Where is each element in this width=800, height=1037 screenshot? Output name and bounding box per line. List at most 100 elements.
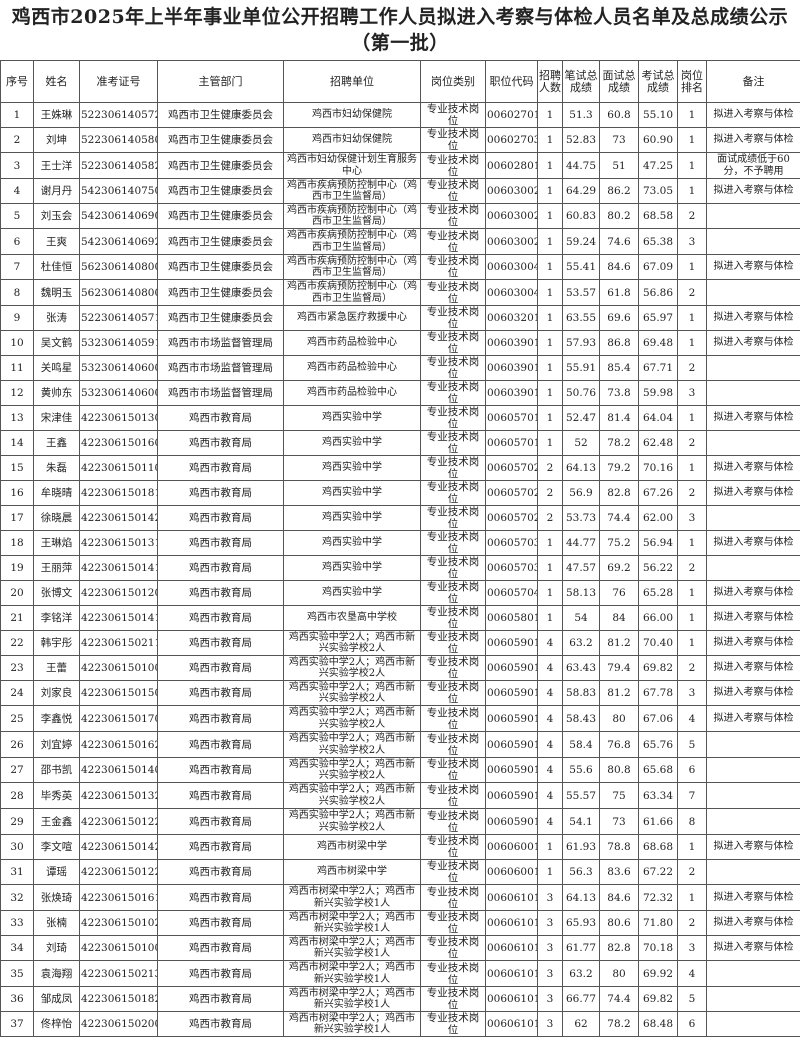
cell-employer: 鸡西实验中学2人；鸡西市新兴实验学校2人 bbox=[284, 732, 421, 758]
cell-rank: 2 bbox=[678, 656, 707, 681]
cell-quota: 1 bbox=[538, 606, 563, 631]
cell-interview: 73 bbox=[600, 128, 639, 153]
cell-written: 55.41 bbox=[563, 255, 600, 280]
cell-index: 31 bbox=[1, 860, 34, 885]
cell-rank: 1 bbox=[678, 581, 707, 606]
cell-post-type: 专业技术岗位 bbox=[421, 103, 486, 128]
header-employer: 招聘单位 bbox=[284, 61, 421, 103]
cell-rank: 1 bbox=[678, 631, 707, 656]
cell-rank: 8 bbox=[678, 809, 707, 835]
cell-employer: 鸡西市妇幼保健院 bbox=[284, 128, 421, 153]
cell-quota: 4 bbox=[538, 706, 563, 732]
cell-department: 鸡西市教育局 bbox=[158, 481, 284, 506]
cell-post-code: 00605704 bbox=[486, 581, 538, 606]
cell-exam-id: 4223061501303 bbox=[80, 406, 158, 431]
cell-employer: 鸡西实验中学2人；鸡西市新兴实验学校2人 bbox=[284, 681, 421, 706]
table-row: 7杜佳恒5623061408008鸡西市卫生健康委员会鸡西市疾病预防控制中心（鸡… bbox=[1, 255, 800, 280]
cell-written: 58.13 bbox=[563, 581, 600, 606]
cell-name: 刘宜婷 bbox=[34, 732, 80, 758]
cell-quota: 1 bbox=[538, 406, 563, 431]
cell-post-code: 00605901 bbox=[486, 706, 538, 732]
cell-post-code: 00605901 bbox=[486, 809, 538, 835]
cell-post-code: 00605702 bbox=[486, 481, 538, 506]
cell-interview: 80.6 bbox=[600, 911, 639, 936]
cell-exam-id: 4223061501222 bbox=[80, 860, 158, 885]
cell-total: 62.00 bbox=[639, 506, 678, 531]
cell-quota: 1 bbox=[538, 431, 563, 456]
cell-name: 袁海翔 bbox=[34, 961, 80, 987]
cell-total: 65.97 bbox=[639, 306, 678, 331]
cell-total: 68.58 bbox=[639, 204, 678, 229]
cell-exam-id: 4223061502008 bbox=[80, 1012, 158, 1037]
cell-name: 杜佳恒 bbox=[34, 255, 80, 280]
cell-rank: 2 bbox=[678, 431, 707, 456]
cell-index: 17 bbox=[1, 506, 34, 531]
cell-total: 67.26 bbox=[639, 481, 678, 506]
cell-post-code: 00603002 bbox=[486, 204, 538, 229]
cell-total: 65.28 bbox=[639, 581, 678, 606]
cell-written: 63.2 bbox=[563, 631, 600, 656]
header-total: 考试总成绩 bbox=[639, 61, 678, 103]
cell-interview: 61.8 bbox=[600, 280, 639, 306]
cell-total: 71.80 bbox=[639, 911, 678, 936]
cell-exam-id: 4223061502130 bbox=[80, 961, 158, 987]
cell-index: 21 bbox=[1, 606, 34, 631]
cell-exam-id: 4223061501203 bbox=[80, 581, 158, 606]
cell-index: 6 bbox=[1, 229, 34, 255]
cell-index: 7 bbox=[1, 255, 34, 280]
cell-quota: 2 bbox=[538, 506, 563, 531]
cell-total: 67.78 bbox=[639, 681, 678, 706]
cell-quota: 1 bbox=[538, 835, 563, 860]
table-row: 28毕秀英4223061501325鸡西市教育局鸡西实验中学2人；鸡西市新兴实验… bbox=[1, 783, 800, 809]
cell-interview: 75.2 bbox=[600, 531, 639, 556]
cell-department: 鸡西市教育局 bbox=[158, 835, 284, 860]
cell-index: 18 bbox=[1, 531, 34, 556]
cell-name: 宋津佳 bbox=[34, 406, 80, 431]
cell-quota: 2 bbox=[538, 481, 563, 506]
cell-quota: 2 bbox=[538, 456, 563, 481]
cell-name: 邹成凤 bbox=[34, 987, 80, 1012]
cell-post-code: 00602701 bbox=[486, 103, 538, 128]
cell-remark: 拟进入考察与体检 bbox=[707, 128, 800, 153]
cell-remark: 面试成绩低于60分，不予聘用 bbox=[707, 153, 800, 179]
cell-rank: 4 bbox=[678, 961, 707, 987]
cell-written: 61.93 bbox=[563, 835, 600, 860]
cell-written: 58.83 bbox=[563, 681, 600, 706]
cell-post-type: 专业技术岗位 bbox=[421, 229, 486, 255]
cell-employer: 鸡西市药品检验中心 bbox=[284, 381, 421, 406]
cell-name: 张涛 bbox=[34, 306, 80, 331]
table-row: 12黄帅东5323061406004鸡西市市场监督管理局鸡西市药品检验中心专业技… bbox=[1, 381, 800, 406]
cell-post-code: 00605901 bbox=[486, 783, 538, 809]
cell-post-code: 00603002 bbox=[486, 229, 538, 255]
cell-post-type: 专业技术岗位 bbox=[421, 556, 486, 581]
cell-post-code: 00603901 bbox=[486, 331, 538, 356]
cell-employer: 鸡西市紧急医疗救援中心 bbox=[284, 306, 421, 331]
table-row: 9张涛5223061405717鸡西市卫生健康委员会鸡西市紧急医疗救援中心专业技… bbox=[1, 306, 800, 331]
table-row: 1王姝琳5223061405725鸡西市卫生健康委员会鸡西市妇幼保健院专业技术岗… bbox=[1, 103, 800, 128]
cell-remark bbox=[707, 961, 800, 987]
cell-post-type: 专业技术岗位 bbox=[421, 481, 486, 506]
header-index: 序号 bbox=[1, 61, 34, 103]
cell-index: 8 bbox=[1, 280, 34, 306]
cell-employer: 鸡西市树梁中学2人；鸡西市新兴实验学校1人 bbox=[284, 936, 421, 961]
cell-rank: 3 bbox=[678, 229, 707, 255]
cell-post-type: 专业技术岗位 bbox=[421, 331, 486, 356]
cell-interview: 79.4 bbox=[600, 656, 639, 681]
cell-employer: 鸡西市树梁中学2人；鸡西市新兴实验学校1人 bbox=[284, 1012, 421, 1037]
cell-rank: 2 bbox=[678, 356, 707, 381]
cell-employer: 鸡西市树梁中学 bbox=[284, 860, 421, 885]
cell-employer: 鸡西实验中学 bbox=[284, 456, 421, 481]
cell-rank: 1 bbox=[678, 306, 707, 331]
cell-total: 56.94 bbox=[639, 531, 678, 556]
cell-rank: 2 bbox=[678, 280, 707, 306]
cell-index: 2 bbox=[1, 128, 34, 153]
table-row: 10吴文鹤5323061405916鸡西市市场监督管理局鸡西市药品检验中心专业技… bbox=[1, 331, 800, 356]
cell-written: 56.3 bbox=[563, 860, 600, 885]
cell-written: 61.77 bbox=[563, 936, 600, 961]
cell-post-code: 00602703 bbox=[486, 128, 538, 153]
table-row: 5刘玉会5423061406904鸡西市卫生健康委员会鸡西市疾病预防控制中心（鸡… bbox=[1, 204, 800, 229]
cell-employer: 鸡西市农垦高中学校 bbox=[284, 606, 421, 631]
cell-department: 鸡西市教育局 bbox=[158, 1012, 284, 1037]
cell-written: 52.83 bbox=[563, 128, 600, 153]
cell-post-code: 00605901 bbox=[486, 681, 538, 706]
